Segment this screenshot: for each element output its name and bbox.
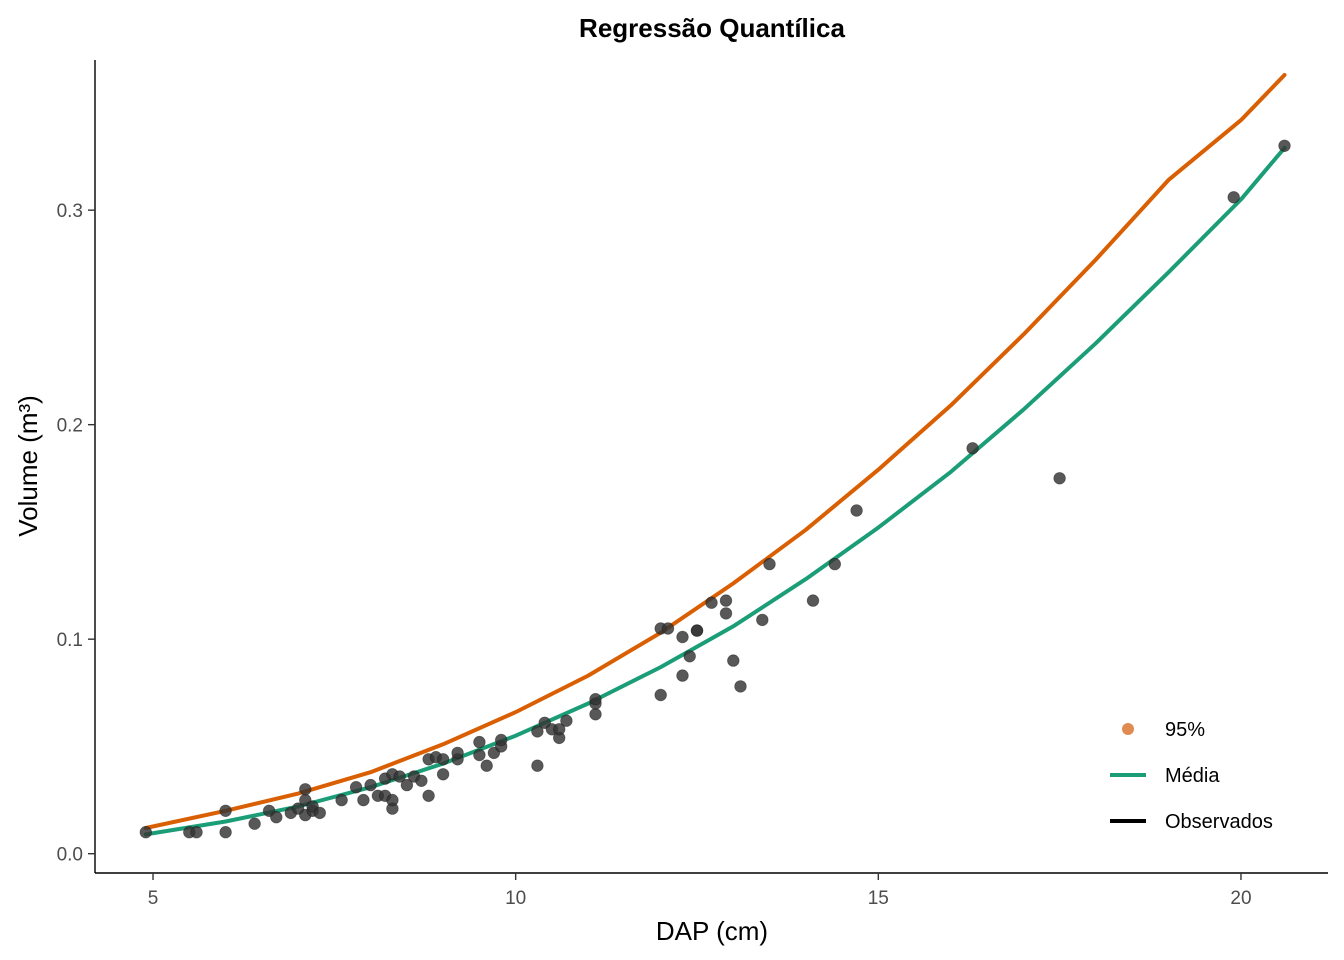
x-tick-label: 20 bbox=[1230, 888, 1251, 909]
observed-point bbox=[560, 714, 573, 727]
y-axis-title: Volume (m³) bbox=[13, 395, 43, 537]
observed-point bbox=[422, 789, 435, 803]
observed-point bbox=[480, 759, 493, 772]
y-tick-label: 0.2 bbox=[57, 416, 83, 437]
x-axis-ticks: 5 10 15 20 bbox=[148, 873, 1252, 909]
legend-label: 95% bbox=[1165, 719, 1205, 741]
observed-point bbox=[676, 669, 689, 682]
series-line-media bbox=[143, 145, 1287, 837]
observed-point bbox=[386, 793, 399, 807]
observed-point bbox=[756, 613, 769, 627]
legend-label: Média bbox=[1165, 765, 1220, 787]
observed-point bbox=[589, 693, 602, 706]
observed-point bbox=[966, 442, 979, 455]
observed-point bbox=[139, 826, 153, 839]
observed-point bbox=[690, 624, 704, 637]
observed-point bbox=[495, 733, 508, 747]
observed-point bbox=[219, 826, 232, 839]
observed-point bbox=[531, 725, 544, 738]
points-layer bbox=[139, 139, 1291, 839]
y-axis-ticks: 0.0 0.1 0.2 0.3 bbox=[57, 201, 95, 866]
x-tick-label: 5 bbox=[148, 888, 159, 909]
legend-label: Observados bbox=[1165, 811, 1273, 833]
y-tick-label: 0.1 bbox=[57, 630, 83, 651]
observed-point bbox=[553, 723, 566, 736]
observed-point bbox=[828, 557, 842, 571]
observed-point bbox=[676, 630, 689, 644]
observed-point bbox=[1227, 191, 1240, 204]
observed-point bbox=[313, 806, 327, 820]
series-layer bbox=[143, 73, 1287, 837]
x-axis-title: DAP (cm) bbox=[656, 916, 768, 946]
y-tick-label: 0.0 bbox=[57, 845, 83, 866]
observed-point bbox=[806, 594, 820, 607]
plot-area bbox=[139, 73, 1291, 839]
observed-point bbox=[357, 793, 370, 807]
observed-point bbox=[850, 504, 863, 517]
x-tick-label: 15 bbox=[868, 888, 889, 909]
observed-point bbox=[763, 557, 776, 571]
observed-point bbox=[270, 811, 283, 824]
series-line-q95 bbox=[143, 73, 1287, 830]
legend-key-point bbox=[1122, 723, 1134, 735]
observed-point bbox=[393, 770, 406, 783]
observed-point bbox=[364, 778, 377, 792]
observed-point bbox=[473, 748, 486, 762]
observed-point bbox=[436, 768, 450, 781]
observed-point bbox=[531, 759, 544, 772]
observed-point bbox=[719, 594, 733, 607]
y-tick-label: 0.3 bbox=[57, 201, 83, 222]
observed-point bbox=[415, 774, 428, 788]
observed-point bbox=[248, 817, 261, 830]
observed-point bbox=[219, 804, 232, 818]
legend: 95% Média Observados bbox=[1110, 719, 1273, 833]
observed-point bbox=[473, 735, 486, 749]
observed-point bbox=[335, 793, 348, 807]
observed-point bbox=[654, 688, 667, 702]
chart-title: Regressão Quantílica bbox=[579, 13, 845, 43]
observed-point bbox=[400, 778, 414, 792]
observed-point bbox=[683, 650, 696, 663]
observed-point bbox=[299, 783, 312, 796]
observed-point bbox=[436, 753, 450, 766]
observed-point bbox=[705, 596, 718, 609]
observed-point bbox=[589, 708, 602, 721]
x-tick-label: 10 bbox=[505, 888, 526, 909]
observed-point bbox=[661, 622, 675, 635]
observed-point bbox=[734, 680, 747, 693]
observed-point bbox=[727, 654, 740, 667]
observed-point bbox=[451, 746, 464, 760]
observed-point bbox=[1053, 472, 1066, 485]
observed-point bbox=[190, 826, 203, 839]
observed-point bbox=[1278, 139, 1291, 153]
observed-point bbox=[719, 607, 733, 620]
observed-point bbox=[349, 781, 363, 794]
